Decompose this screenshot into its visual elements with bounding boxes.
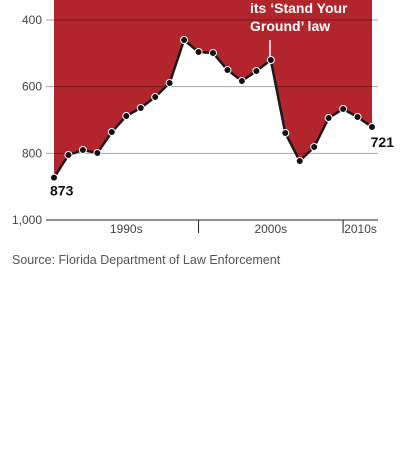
- point: [237, 77, 246, 85]
- point: [50, 173, 58, 182]
- point: [209, 49, 217, 57]
- y-tick-label: 1,000: [12, 213, 42, 227]
- point: [165, 79, 174, 87]
- point: [180, 36, 189, 44]
- y-tick-label: 400: [22, 13, 42, 27]
- area: [54, 0, 372, 178]
- chart: 400 600 800 1,000 873 721 1990s 2000s 2010s its ‘…: [12, 0, 395, 236]
- point: [353, 113, 362, 121]
- point: [78, 146, 87, 154]
- point: [368, 123, 376, 131]
- point: [266, 56, 275, 64]
- annotation: Ground’ law: [250, 18, 330, 34]
- point: [93, 149, 102, 157]
- point: [324, 114, 333, 122]
- point: [310, 143, 319, 151]
- point: [194, 48, 203, 56]
- point: [295, 157, 304, 165]
- decade-label: 2000s: [254, 222, 287, 236]
- point: [151, 93, 160, 101]
- point: [252, 67, 261, 75]
- point: [122, 112, 131, 120]
- y-tick-label: 800: [22, 146, 42, 160]
- point: [107, 128, 116, 136]
- point: [64, 151, 73, 159]
- decade-label: 2010s: [344, 222, 377, 236]
- point: [339, 105, 348, 113]
- decade-label: 1990s: [110, 222, 143, 236]
- value-label: 873: [50, 183, 74, 199]
- point: [281, 129, 290, 137]
- point: [223, 66, 232, 74]
- annotation: its ‘Stand Your: [250, 0, 348, 16]
- y-tick-label: 600: [22, 80, 42, 94]
- value-label: 721: [371, 134, 395, 150]
- point: [136, 104, 145, 112]
- source: Source: Florida Department of Law Enforc…: [12, 253, 281, 267]
